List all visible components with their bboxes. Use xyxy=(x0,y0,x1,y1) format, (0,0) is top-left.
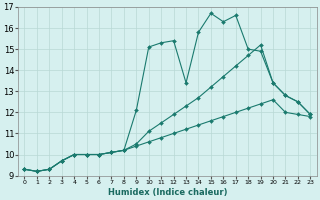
X-axis label: Humidex (Indice chaleur): Humidex (Indice chaleur) xyxy=(108,188,227,197)
